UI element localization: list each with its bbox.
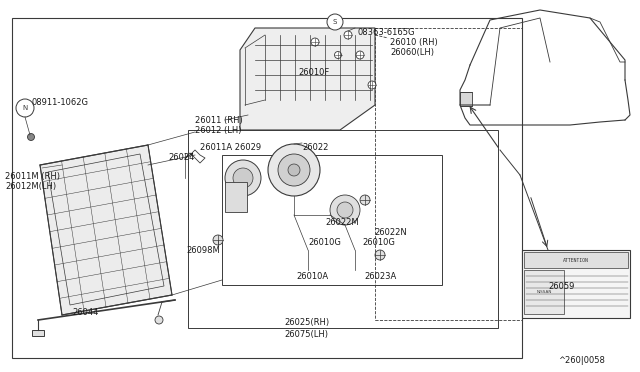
Text: 08911-1062G: 08911-1062G — [32, 98, 89, 107]
Circle shape — [268, 144, 320, 196]
Text: 26010 (RH): 26010 (RH) — [390, 38, 438, 47]
Text: ATTENTION: ATTENTION — [563, 257, 589, 263]
Text: S: S — [333, 19, 337, 25]
Text: N: N — [22, 105, 28, 111]
Text: 26023A: 26023A — [364, 272, 396, 281]
Circle shape — [337, 202, 353, 218]
Text: 26024: 26024 — [168, 153, 195, 162]
Text: 08363-6165G: 08363-6165G — [358, 28, 415, 37]
Circle shape — [288, 164, 300, 176]
Text: ^260|0058: ^260|0058 — [558, 356, 605, 365]
Circle shape — [368, 81, 376, 89]
Text: 26025(RH): 26025(RH) — [284, 318, 329, 327]
Polygon shape — [240, 28, 375, 130]
Bar — [12, 18, 522, 358]
Circle shape — [311, 38, 319, 46]
Bar — [524, 252, 628, 268]
Circle shape — [327, 14, 343, 30]
Text: 26011 (RH): 26011 (RH) — [195, 116, 243, 125]
Bar — [225, 182, 247, 212]
Text: 26059: 26059 — [548, 282, 574, 291]
Circle shape — [335, 51, 342, 58]
Text: 26010A: 26010A — [296, 272, 328, 281]
Text: 26022N: 26022N — [374, 228, 407, 237]
Bar — [222, 155, 442, 285]
Bar — [522, 250, 630, 318]
Text: 26022M: 26022M — [325, 218, 358, 227]
Bar — [460, 92, 472, 106]
Text: 26010G: 26010G — [308, 238, 341, 247]
Circle shape — [155, 316, 163, 324]
Circle shape — [375, 250, 385, 260]
Text: 26044: 26044 — [72, 308, 99, 317]
Text: 26022: 26022 — [302, 143, 328, 152]
Text: 26098M: 26098M — [186, 246, 220, 255]
Text: 26075(LH): 26075(LH) — [284, 330, 328, 339]
Text: 26011M (RH): 26011M (RH) — [5, 172, 60, 181]
Circle shape — [233, 168, 253, 188]
Bar — [188, 130, 498, 328]
Bar — [32, 330, 44, 336]
Text: NISSAN: NISSAN — [536, 290, 552, 294]
Circle shape — [360, 195, 370, 205]
Text: 26012 (LH): 26012 (LH) — [195, 126, 241, 135]
Circle shape — [28, 134, 35, 141]
Polygon shape — [40, 145, 172, 315]
Circle shape — [225, 160, 261, 196]
Circle shape — [278, 154, 310, 186]
Text: 26010G: 26010G — [362, 238, 395, 247]
Text: 26011A 26029: 26011A 26029 — [200, 143, 261, 152]
Circle shape — [330, 195, 360, 225]
Circle shape — [356, 51, 364, 59]
Text: 26012M(LH): 26012M(LH) — [5, 182, 56, 191]
Circle shape — [213, 235, 223, 245]
Bar — [524, 270, 564, 314]
Text: 26060(LH): 26060(LH) — [390, 48, 434, 57]
Circle shape — [344, 31, 352, 39]
Circle shape — [16, 99, 34, 117]
Text: 26010F: 26010F — [298, 68, 329, 77]
